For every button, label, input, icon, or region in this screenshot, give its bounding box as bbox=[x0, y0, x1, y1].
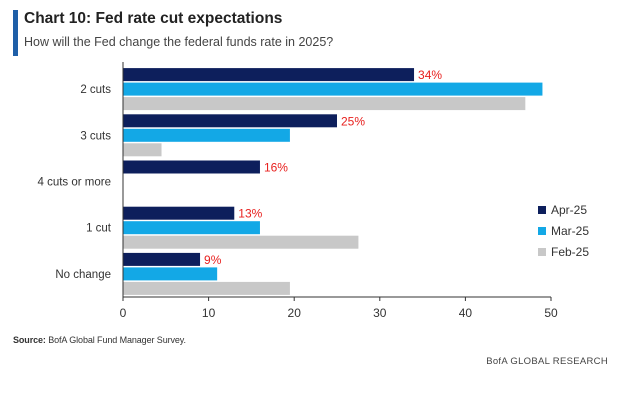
legend-swatch-mar-25 bbox=[538, 227, 546, 235]
source-note: Source: BofA Global Fund Manager Survey. bbox=[13, 335, 186, 345]
category-label: No change bbox=[55, 269, 111, 281]
x-tick-label: 20 bbox=[288, 306, 302, 320]
data-label: 16% bbox=[264, 161, 288, 175]
category-label: 3 cuts bbox=[80, 130, 111, 142]
bar-apr-25 bbox=[123, 114, 337, 128]
brand-footer: BofA GLOBAL RESEARCH bbox=[486, 356, 608, 367]
bar-apr-25 bbox=[123, 160, 260, 174]
bar-feb-25 bbox=[123, 97, 526, 111]
bar-chart: 2 cuts 34% 3 cuts 25% 4 cuts or more 16% 1 cut… bbox=[38, 62, 589, 320]
bar-feb-25 bbox=[123, 143, 162, 157]
category-label: 2 cuts bbox=[80, 84, 111, 96]
category-label: 1 cut bbox=[86, 223, 112, 235]
data-label: 9% bbox=[204, 253, 222, 267]
bar-mar-25 bbox=[123, 82, 543, 96]
legend-label: Mar-25 bbox=[551, 224, 589, 238]
bar-apr-25 bbox=[123, 206, 235, 220]
bar-mar-25 bbox=[123, 267, 218, 281]
legend-label: Apr-25 bbox=[551, 203, 587, 217]
x-tick-label: 10 bbox=[202, 306, 216, 320]
legend-swatch-apr-25 bbox=[538, 206, 546, 214]
source-label: Source: bbox=[13, 335, 46, 345]
chart-subtitle: How will the Fed change the federal fund… bbox=[24, 35, 334, 49]
x-tick-label: 40 bbox=[459, 306, 473, 320]
chart-title: Chart 10: Fed rate cut expectations bbox=[24, 10, 283, 27]
bar-apr-25 bbox=[123, 252, 201, 266]
bar-mar-25 bbox=[123, 128, 290, 142]
x-tick-label: 50 bbox=[544, 306, 558, 320]
category-label: 4 cuts or more bbox=[38, 177, 112, 189]
title-accent-bar bbox=[13, 10, 18, 56]
data-label: 34% bbox=[418, 68, 442, 82]
source-text: BofA Global Fund Manager Survey. bbox=[48, 335, 186, 345]
bar-apr-25 bbox=[123, 68, 415, 82]
legend-swatch-feb-25 bbox=[538, 248, 546, 256]
legend-label: Feb-25 bbox=[551, 245, 589, 259]
x-tick-label: 30 bbox=[373, 306, 387, 320]
data-label: 25% bbox=[341, 114, 365, 128]
data-label: 13% bbox=[238, 207, 262, 221]
x-tick-label: 0 bbox=[120, 306, 127, 320]
bar-mar-25 bbox=[123, 221, 260, 235]
bar-feb-25 bbox=[123, 281, 290, 295]
bar-feb-25 bbox=[123, 235, 359, 249]
